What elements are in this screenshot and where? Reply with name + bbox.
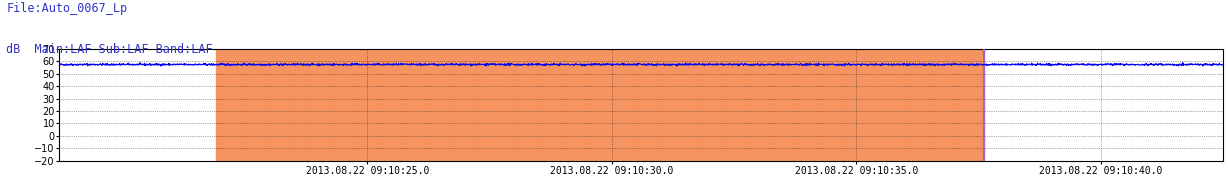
Text: File:Auto_0067_Lp: File:Auto_0067_Lp	[6, 2, 128, 15]
Text: dB  Main:LAF Sub:LAF Band:LAF: dB Main:LAF Sub:LAF Band:LAF	[6, 43, 212, 56]
Bar	[216, 49, 985, 161]
